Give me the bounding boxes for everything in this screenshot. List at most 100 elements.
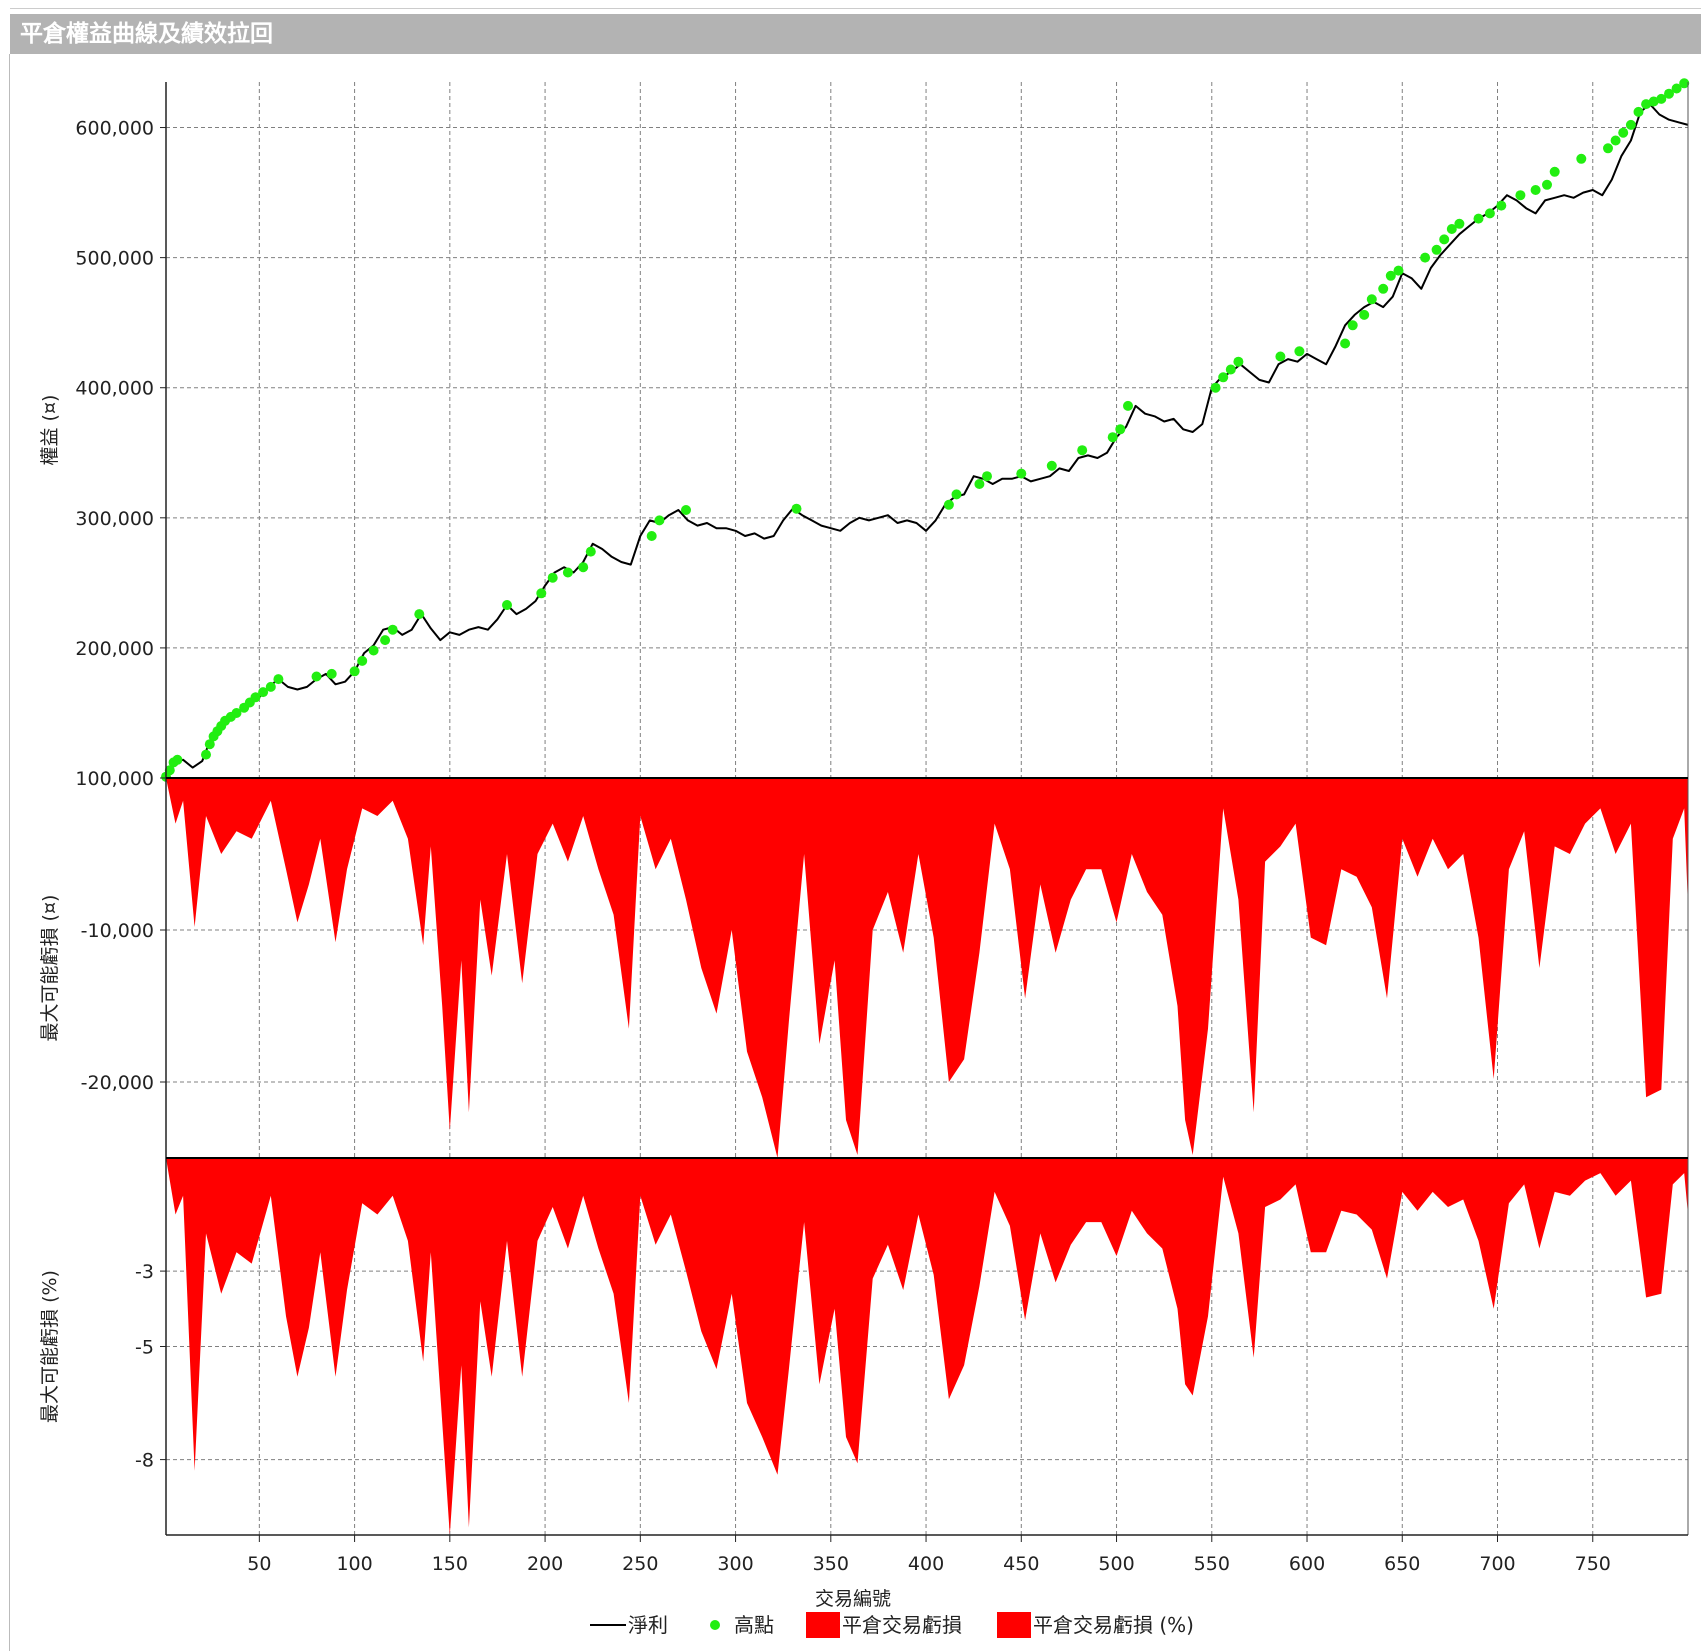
legend: 淨利 高點 平倉交易虧損 平倉交易虧損 (%) — [590, 1612, 1194, 1638]
peak-point — [1077, 445, 1088, 456]
peak-point — [1641, 99, 1652, 110]
x-tick-label: 500 — [1098, 1553, 1134, 1575]
peak-point — [1294, 346, 1305, 357]
drawdown-area — [166, 778, 1688, 1158]
peak-point — [646, 531, 657, 541]
peak-point — [791, 503, 802, 514]
peak-point — [1225, 364, 1236, 375]
peak-point — [265, 681, 276, 692]
x-tick-label: 550 — [1194, 1553, 1230, 1575]
peak-point — [1679, 78, 1690, 89]
peak-point — [1123, 400, 1133, 411]
peak-point — [164, 765, 175, 776]
peak-point — [547, 572, 558, 583]
peak-point — [1446, 224, 1457, 234]
peak-point — [273, 674, 284, 685]
peak-point — [250, 692, 261, 703]
y-tick-label: -5 — [135, 1337, 154, 1359]
peak-point — [585, 546, 596, 557]
peak-point — [311, 671, 322, 682]
y-tick-label: 100,000 — [75, 768, 154, 790]
peak-point — [951, 489, 962, 500]
x-tick-label: 450 — [1003, 1553, 1039, 1575]
peak-point — [387, 624, 398, 635]
peak-point — [1439, 234, 1450, 245]
peak-point — [1107, 432, 1118, 443]
y-tick-label: -8 — [135, 1450, 154, 1472]
peak-point — [326, 668, 337, 679]
x-tick-label: 350 — [813, 1553, 849, 1575]
peak-point — [1610, 135, 1621, 146]
legend-peak-swatch — [710, 1620, 720, 1630]
peak-point — [654, 515, 665, 526]
peak-point — [1603, 143, 1613, 154]
x-tick-label: 250 — [622, 1553, 658, 1575]
peak-point — [1549, 166, 1560, 177]
x-tick-label: 400 — [908, 1553, 944, 1575]
peak-point — [1515, 190, 1526, 201]
peak-point — [943, 499, 954, 510]
y-tick-label: -3 — [135, 1261, 154, 1283]
x-tick-label: 650 — [1384, 1553, 1420, 1575]
peak-point — [414, 609, 425, 620]
peak-point — [1625, 119, 1636, 130]
peak-point — [1115, 424, 1126, 435]
net-profit-line — [165, 103, 1689, 778]
peak-point — [1576, 153, 1587, 164]
legend-drawdown-pct-label: 平倉交易虧損 (%) — [1033, 1613, 1194, 1637]
peak-point — [258, 687, 269, 698]
peak-point — [1496, 200, 1507, 211]
peak-point — [982, 471, 992, 482]
legend-drawdown-swatch — [806, 1612, 840, 1638]
x-tick-label: 600 — [1289, 1553, 1325, 1575]
peak-point — [1542, 179, 1552, 190]
peak-point — [1633, 106, 1644, 117]
peak-point — [681, 505, 691, 515]
x-tick-label: 300 — [717, 1553, 753, 1575]
drawdown-pct-area — [166, 1158, 1688, 1535]
peak-point — [1648, 96, 1659, 107]
legend-peak-label: 高點 — [734, 1613, 774, 1637]
peak-point — [1016, 468, 1027, 479]
y-tick-label: -10,000 — [81, 920, 154, 942]
peak-point — [172, 754, 183, 765]
data-layer — [161, 78, 1690, 1535]
peak-point — [1473, 213, 1484, 224]
x-tick-label: 700 — [1479, 1553, 1515, 1575]
peak-point — [1340, 338, 1351, 349]
peak-point — [578, 562, 589, 573]
peak-point — [380, 635, 391, 646]
x-tick-label: 200 — [527, 1553, 563, 1575]
x-tick-label: 100 — [336, 1553, 372, 1575]
peak-point — [1366, 294, 1377, 305]
peak-point — [1218, 372, 1229, 383]
x-tick-label: 50 — [247, 1553, 271, 1575]
peak-point — [1347, 320, 1358, 331]
peak-point — [1420, 252, 1431, 263]
peak-point — [1275, 351, 1286, 362]
peak-point — [562, 567, 573, 578]
peak-point — [1378, 283, 1389, 294]
x-tick-label: 750 — [1575, 1553, 1611, 1575]
legend-net-profit-label: 淨利 — [628, 1613, 668, 1637]
peak-point — [1210, 382, 1221, 393]
peak-point — [1618, 127, 1629, 138]
peak-point — [1664, 88, 1674, 99]
y-tick-label: 400,000 — [75, 378, 154, 400]
peak-point — [1233, 356, 1244, 367]
legend-drawdown-label: 平倉交易虧損 — [842, 1613, 962, 1637]
window-top-border — [10, 8, 1701, 9]
peak-point — [231, 708, 242, 718]
peak-point — [349, 666, 360, 677]
x-axis-title: 交易編號 — [815, 1588, 891, 1610]
peak-point — [201, 749, 211, 760]
peak-point — [1671, 83, 1682, 94]
peak-point — [1431, 244, 1442, 255]
y-axis-title: 權益 (¤) — [39, 395, 61, 466]
y-tick-label: 300,000 — [75, 508, 154, 530]
peak-point — [357, 655, 368, 666]
peak-point — [1385, 270, 1396, 281]
x-tick-label: 150 — [432, 1553, 468, 1575]
peak-point — [1359, 309, 1370, 320]
